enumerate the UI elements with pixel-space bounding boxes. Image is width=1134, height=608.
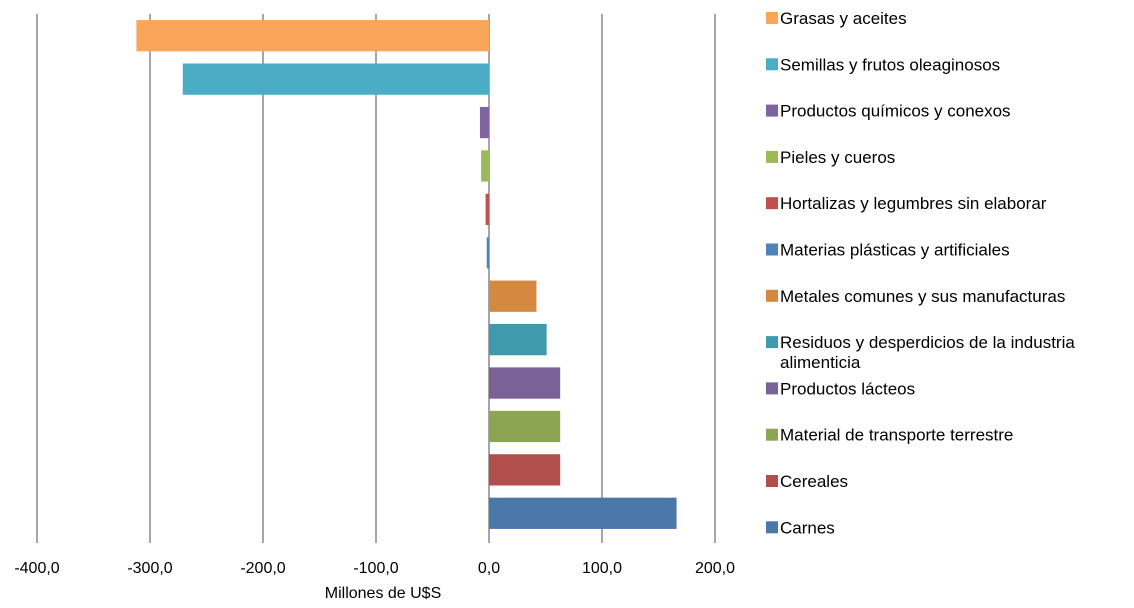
bar-2 (479, 106, 489, 139)
x-tick-label-1: -300,0 (127, 560, 172, 577)
bar-7 (489, 323, 547, 356)
bar-10 (489, 454, 561, 486)
legend-item-2: Productos químicos y conexos (766, 102, 1011, 121)
legend-label-9-0: Material de transporte terrestre (780, 426, 1013, 445)
bar-8 (489, 367, 561, 399)
legend-item-0: Grasas y aceites (766, 9, 907, 28)
legend-label-11-0: Carnes (780, 518, 835, 537)
bar-1 (182, 63, 489, 95)
bar-9 (489, 410, 561, 443)
bar-5 (486, 237, 489, 269)
legend: Grasas y aceites Semillas y frutos oleagi… (766, 9, 1075, 537)
legend-label-0-0: Grasas y aceites (780, 9, 907, 28)
legend-swatch-7 (766, 336, 778, 349)
x-tick-label-2: -200,0 (240, 560, 285, 577)
legend-label-8-0: Productos lácteos (780, 379, 915, 398)
legend-swatch-0 (766, 12, 778, 24)
legend-label-4-0: Hortalizas y legumbres sin elaborar (780, 194, 1047, 213)
bar-6 (489, 280, 537, 312)
legend-item-10: Cereales (766, 472, 848, 491)
legend-swatch-4 (766, 197, 778, 210)
bars (136, 20, 677, 529)
legend-item-7: Residuos y desperdicios de la industriaa… (766, 333, 1075, 372)
x-tick-label-0: -400,0 (14, 560, 59, 577)
legend-label-7-0: Residuos y desperdicios de la industria (780, 333, 1075, 352)
legend-swatch-10 (766, 475, 778, 487)
legend-item-4: Hortalizas y legumbres sin elaborar (766, 194, 1047, 213)
x-tick-labels: -400,0 -300,0 -200,0 -100,0 0,0 100,0 200,0 (14, 560, 735, 577)
grid-lines (36, 14, 716, 543)
x-axis-title: Millones de U$S (325, 585, 442, 602)
legend-item-6: Metales comunes y sus manufacturas (766, 287, 1065, 306)
legend-item-5: Materias plásticas y artificiales (766, 241, 1010, 260)
legend-label-5-0: Materias plásticas y artificiales (780, 241, 1010, 260)
bar-0 (136, 20, 489, 52)
legend-item-3: Pieles y cueros (766, 148, 895, 167)
x-tick-label-4: 0,0 (478, 560, 500, 577)
legend-swatch-2 (766, 104, 778, 117)
x-tick-label-6: 200,0 (695, 560, 735, 577)
legend-item-1: Semillas y frutos oleaginosos (766, 55, 1000, 74)
legend-label-6-0: Metales comunes y sus manufacturas (780, 287, 1065, 306)
bar-11 (489, 497, 677, 529)
legend-item-11: Carnes (766, 518, 835, 537)
legend-label-10-0: Cereales (780, 472, 848, 491)
legend-swatch-9 (766, 428, 778, 441)
legend-swatch-6 (766, 289, 778, 302)
x-tick-label-3: -100,0 (353, 560, 398, 577)
legend-label-7-1: alimenticia (780, 353, 861, 372)
legend-swatch-5 (766, 243, 778, 256)
x-tick-label-5: 100,0 (582, 560, 622, 577)
legend-item-8: Productos lácteos (766, 379, 915, 398)
legend-label-2-0: Productos químicos y conexos (780, 102, 1011, 121)
legend-label-3-0: Pieles y cueros (780, 148, 895, 167)
legend-swatch-8 (766, 382, 778, 395)
legend-swatch-3 (766, 150, 778, 163)
legend-swatch-11 (766, 521, 778, 534)
legend-label-1-0: Semillas y frutos oleaginosos (780, 55, 1000, 74)
bar-4 (485, 193, 489, 226)
legend-item-9: Material de transporte terrestre (766, 426, 1013, 445)
bar-3 (481, 150, 489, 182)
legend-swatch-1 (766, 58, 778, 71)
